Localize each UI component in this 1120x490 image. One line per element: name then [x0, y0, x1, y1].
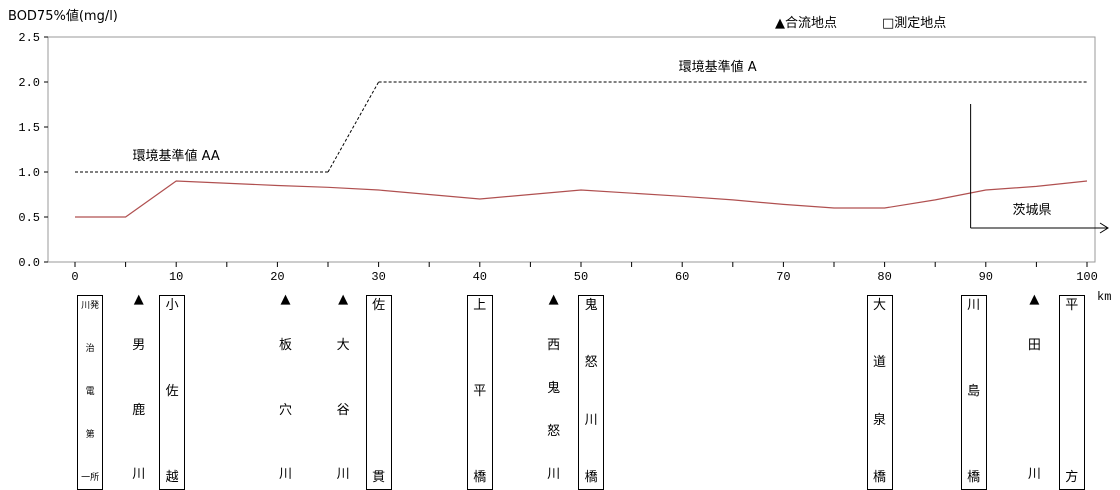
station-label: 大道泉橋 [866, 295, 893, 490]
x-tick-label: 80 [877, 270, 891, 284]
station-char: 佐 [372, 298, 386, 313]
station-char: 泉 [873, 412, 887, 428]
confluence-marker: ▲ [1029, 292, 1040, 307]
x-tick-label: 100 [1076, 270, 1098, 284]
x-tick-label: 90 [979, 270, 993, 284]
station-char: 鹿 [132, 402, 146, 418]
station-char: 方 [1065, 470, 1079, 485]
station-char: 川 [967, 298, 981, 313]
station-char: 平 [1065, 298, 1079, 313]
station-char: 橋 [873, 470, 887, 485]
plot-border [47, 36, 1096, 263]
station-label: 川発治電第一所 [77, 295, 104, 490]
station-label: ▲ 大谷川 [333, 293, 353, 490]
station-char: 谷 [336, 402, 350, 418]
station-char: 西 [547, 338, 561, 353]
x-tick-label: 60 [675, 270, 689, 284]
x-axis-unit: km [1097, 290, 1111, 304]
plot-area [47, 36, 1096, 263]
y-tick-label: 2.0 [18, 76, 40, 90]
station-char: 第 [85, 430, 95, 440]
x-tick-label: 20 [270, 270, 284, 284]
station-char: 小 [165, 298, 179, 313]
x-tick-label: 70 [776, 270, 790, 284]
station-char: 大 [873, 298, 887, 313]
station-label: 小佐越 [159, 295, 186, 490]
station-char: 鬼 [547, 381, 561, 396]
station-label: 平方 [1058, 295, 1085, 490]
station-char: 電 [85, 387, 95, 397]
station-char: 上 [473, 298, 487, 313]
y-tick-label: 1.0 [18, 166, 40, 180]
standard-label: 環境基準値 A [679, 59, 757, 75]
y-tick-label: 1.5 [18, 121, 40, 135]
x-tick-label: 50 [574, 270, 588, 284]
x-tick-label: 40 [473, 270, 487, 284]
standard-label: 環境基準値 AA [133, 148, 220, 164]
station-char: 治 [85, 344, 95, 354]
station-char: 川 [584, 412, 598, 428]
legend-confluence: ▲合流地点 [775, 16, 837, 31]
station-char: 島 [967, 384, 981, 399]
y-tick-label: 0.0 [18, 256, 40, 270]
station-label: ▲ 板穴川 [275, 293, 295, 490]
prefecture-arrow-head [1099, 222, 1109, 234]
y-axis-title: BOD75%値(mg/l) [8, 8, 118, 24]
station-char: 川 [278, 467, 292, 482]
station-label: ▲ 西鬼怒川 [544, 293, 564, 490]
station-char: 越 [165, 470, 179, 485]
station-char: 川 [336, 467, 350, 482]
confluence-marker: ▲ [133, 292, 144, 307]
station-char: 平 [473, 384, 487, 399]
series-group [75, 180, 1088, 218]
station-char: 川 [547, 467, 561, 482]
station-char: 貫 [372, 470, 386, 485]
environmental-standards: 環境基準値 AA 環境基準値 A [75, 59, 1087, 173]
station-char: 橋 [473, 470, 487, 485]
station-char: 板 [278, 338, 292, 353]
x-tick-label: 10 [169, 270, 183, 284]
station-char: 穴 [278, 402, 292, 418]
station-label: 川島橋 [960, 295, 987, 490]
bod-series-line [75, 180, 1088, 218]
station-label: 鬼怒川橋 [578, 295, 605, 490]
x-tick-label: 30 [371, 270, 385, 284]
y-axis: 0.0 0.5 1.0 1.5 2.0 2.5 [18, 31, 48, 270]
station-char: 田 [1027, 338, 1041, 353]
station-char: 川発 [81, 301, 100, 311]
station-char: 橋 [584, 470, 598, 485]
x-tick-label: 0 [71, 270, 78, 284]
station-char: 道 [873, 355, 887, 371]
station-char: 一所 [81, 473, 100, 483]
y-tick-label: 2.5 [18, 31, 40, 45]
standard-transition-line [327, 81, 380, 173]
station-label: 佐貫 [365, 295, 392, 490]
legend: ▲合流地点 □測定地点 [775, 16, 946, 31]
confluence-marker: ▲ [338, 292, 349, 307]
station-char: 怒 [584, 355, 598, 371]
x-axis: 0 10 20 30 40 50 60 70 80 90 100 [71, 262, 1098, 284]
confluence-marker: ▲ [280, 292, 291, 307]
station-label: 上平橋 [466, 295, 493, 490]
station-char: 橋 [967, 470, 981, 485]
confluence-marker: ▲ [548, 292, 559, 307]
station-char: 川 [132, 467, 146, 482]
station-char: 怒 [547, 424, 561, 439]
y-tick-label: 0.5 [18, 211, 40, 225]
station-char: 佐 [165, 384, 179, 399]
station-char: 川 [1027, 467, 1041, 482]
station-char: 大 [336, 338, 350, 353]
station-label: ▲ 田川 [1024, 293, 1044, 490]
station-char: 男 [132, 338, 146, 353]
prefecture-label: 茨城県 [1012, 203, 1051, 218]
station-label: ▲ 男鹿川 [129, 293, 149, 490]
prefecture-boundary: 茨城県 [970, 104, 1109, 234]
station-char: 鬼 [584, 298, 598, 313]
legend-measurement: □測定地点 [882, 16, 946, 31]
